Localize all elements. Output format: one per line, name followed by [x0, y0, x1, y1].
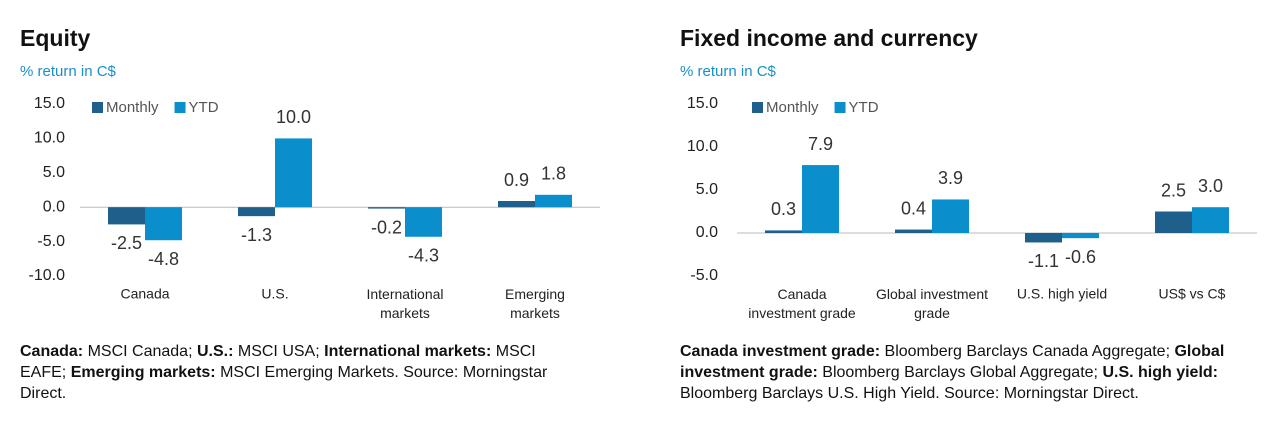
- x-tick-label: Canada: [120, 286, 169, 302]
- x-tick-line: Global investment: [876, 286, 988, 302]
- footnote-part: MSCI USA;: [237, 343, 320, 360]
- y-tick-label: 15.0: [687, 95, 718, 112]
- value-label: -1.1: [1028, 251, 1059, 271]
- footnote-part: Canada:: [20, 343, 84, 360]
- x-tick-line: grade: [914, 305, 950, 321]
- footnote-part: MSCI EAFE;: [20, 343, 536, 381]
- y-tick-label: 5.0: [43, 164, 65, 181]
- y-tick-label: -5.0: [37, 233, 65, 250]
- legend-swatch: [834, 102, 846, 113]
- bar: [895, 229, 932, 233]
- y-tick-label: 10.0: [34, 130, 65, 147]
- footnote-part: Canada investment grade:: [680, 343, 881, 360]
- bar: [1192, 207, 1229, 233]
- x-tick-label: Canada investment grade: [748, 286, 856, 321]
- footnote-part: Bloomberg Barclays Canada Aggregate;: [884, 343, 1171, 360]
- footnote-part: Emerging markets:: [70, 364, 216, 381]
- bar: [275, 138, 312, 208]
- legend-label: YTD: [189, 99, 219, 116]
- value-label: -0.6: [1065, 247, 1096, 267]
- legend-swatch: [752, 102, 763, 113]
- x-tick-line: Canada: [777, 286, 826, 302]
- legend-swatch: [174, 102, 186, 113]
- legend-label: Monthly: [766, 99, 819, 116]
- footnote-part: Bloomberg Barclays Global Aggregate;: [822, 364, 1098, 381]
- chart-title: Equity: [20, 25, 90, 51]
- x-tick-label: Emerging markets: [505, 286, 565, 321]
- value-label: 2.5: [1161, 180, 1186, 200]
- bar: [1025, 233, 1062, 243]
- value-label: -4.3: [408, 246, 439, 266]
- bar: [765, 230, 802, 233]
- bar: [932, 199, 969, 233]
- chart-subtitle: % return in C$: [20, 63, 117, 80]
- footnote: Canada investment grade: Bloomberg Barcl…: [680, 341, 1240, 404]
- footnote-part: MSCI Emerging Markets. Source: Morningst…: [20, 364, 548, 402]
- footnote-part: Global investment grade:: [680, 343, 1225, 381]
- bar: [535, 194, 572, 208]
- footnote: Canada: MSCI Canada; U.S.: MSCI USA; Int…: [20, 341, 580, 404]
- value-label: 0.9: [504, 170, 529, 190]
- chart-title: Fixed income and currency: [680, 25, 978, 51]
- value-label: -1.3: [241, 225, 272, 245]
- value-label: 3.0: [1198, 176, 1223, 196]
- value-label: -4.8: [148, 249, 179, 269]
- y-tick-label: 5.0: [696, 181, 718, 198]
- footnote-part: Bloomberg Barclays U.S. High Yield. Sour…: [680, 385, 1139, 402]
- footnote-part: International markets:: [324, 343, 492, 360]
- value-label: -2.5: [111, 233, 142, 253]
- x-tick-line: Emerging: [505, 286, 565, 302]
- x-tick-label: U.S. high yield: [1017, 286, 1107, 302]
- bar: [1155, 211, 1192, 233]
- value-label: -0.2: [371, 217, 402, 237]
- value-label: 0.3: [771, 199, 796, 219]
- x-tick-line: investment grade: [748, 305, 856, 321]
- bar: [368, 207, 405, 209]
- x-tick-label: International markets: [366, 286, 443, 321]
- bar: [238, 207, 275, 217]
- y-tick-label: -10.0: [29, 267, 66, 284]
- x-tick-label: U.S.: [261, 286, 288, 302]
- x-tick-label: US$ vs C$: [1159, 286, 1226, 302]
- legend-swatch: [92, 102, 103, 113]
- legend-label: Monthly: [106, 99, 159, 116]
- bar: [498, 201, 535, 208]
- bar: [802, 165, 839, 233]
- y-tick-label: 0.0: [43, 198, 65, 215]
- footnote-part: U.S. high yield:: [1102, 364, 1218, 381]
- x-tick-line: markets: [380, 305, 430, 321]
- legend-label: YTD: [849, 99, 879, 116]
- y-tick-label: -5.0: [690, 267, 718, 284]
- x-tick-label: Global investment grade: [876, 286, 988, 321]
- footnote-part: U.S.:: [196, 343, 234, 360]
- bar: [405, 207, 442, 237]
- chart-subtitle: % return in C$: [680, 63, 777, 80]
- bar: [108, 207, 145, 225]
- bar: [1062, 233, 1099, 239]
- value-label: 10.0: [276, 107, 311, 127]
- x-tick-line: markets: [510, 305, 560, 321]
- x-tick-line: International: [366, 286, 443, 302]
- bar: [145, 207, 182, 241]
- footnote-part: MSCI Canada;: [87, 343, 193, 360]
- value-label: 7.9: [808, 134, 833, 154]
- y-tick-label: 10.0: [687, 138, 718, 155]
- y-tick-label: 0.0: [696, 224, 718, 241]
- value-label: 0.4: [901, 198, 926, 218]
- value-label: 3.9: [938, 168, 963, 188]
- value-label: 1.8: [541, 164, 566, 184]
- y-tick-label: 15.0: [34, 95, 65, 112]
